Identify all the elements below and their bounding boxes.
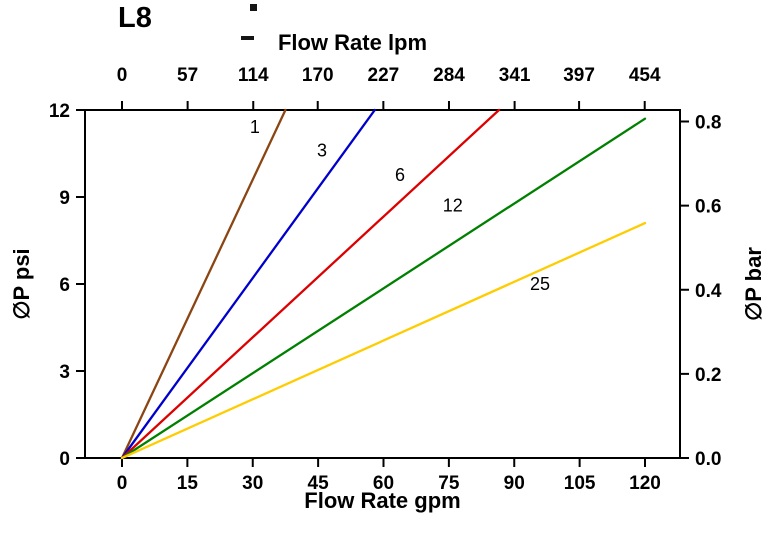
series-line-6 <box>120 108 501 460</box>
right-tick-label: 0.2 <box>695 365 721 386</box>
bottom-tick-label: 105 <box>564 473 596 494</box>
right-tick-label: 0.6 <box>695 197 721 218</box>
top-tick-label: 170 <box>302 65 334 86</box>
plot-area <box>84 109 681 459</box>
left-tick-label: 12 <box>49 101 70 122</box>
series-label-1: 1 <box>250 117 260 137</box>
left-tick-label: 0 <box>59 449 70 470</box>
series-label-12: 12 <box>443 196 463 216</box>
bottom-tick-label: 30 <box>242 473 263 494</box>
bottom-tick-label: 75 <box>438 473 460 494</box>
right-tick-label: 0.0 <box>695 449 721 470</box>
top-axis-title: Flow Rate lpm <box>277 30 428 55</box>
bottom-tick-label: 60 <box>373 473 394 494</box>
bottom-axis-title: Flow Rate gpm <box>304 488 461 513</box>
top-tick-label: 341 <box>499 65 531 86</box>
series-label-6: 6 <box>395 165 405 185</box>
series-line-3 <box>120 108 376 460</box>
ink-mark <box>241 36 254 40</box>
series-label-25: 25 <box>530 274 550 294</box>
series-label-3: 3 <box>317 140 327 160</box>
top-tick-label: 284 <box>433 65 465 86</box>
bottom-tick-label: 0 <box>117 473 128 494</box>
top-tick-label: 57 <box>177 65 198 86</box>
chart-title: L8 <box>118 2 152 34</box>
top-tick-label: 114 <box>238 65 269 86</box>
series-line-25 <box>120 221 647 460</box>
bottom-tick-label: 15 <box>177 473 199 494</box>
series-line-1 <box>120 108 287 460</box>
top-tick-label: 454 <box>629 65 661 86</box>
bottom-tick-label: 90 <box>504 473 525 494</box>
right-tick-label: 0.8 <box>695 113 721 134</box>
bottom-tick-label: 120 <box>629 473 661 494</box>
top-tick-label: 0 <box>117 65 128 86</box>
left-tick-label: 6 <box>59 275 70 296</box>
top-tick-label: 397 <box>563 65 595 86</box>
right-tick-label: 0.4 <box>695 281 722 302</box>
series-line-12 <box>120 117 647 460</box>
top-tick-label: 227 <box>368 65 400 86</box>
left-tick-label: 9 <box>59 188 70 209</box>
left-tick-label: 3 <box>59 362 70 383</box>
ink-mark <box>250 4 257 11</box>
bottom-tick-label: 45 <box>308 473 330 494</box>
